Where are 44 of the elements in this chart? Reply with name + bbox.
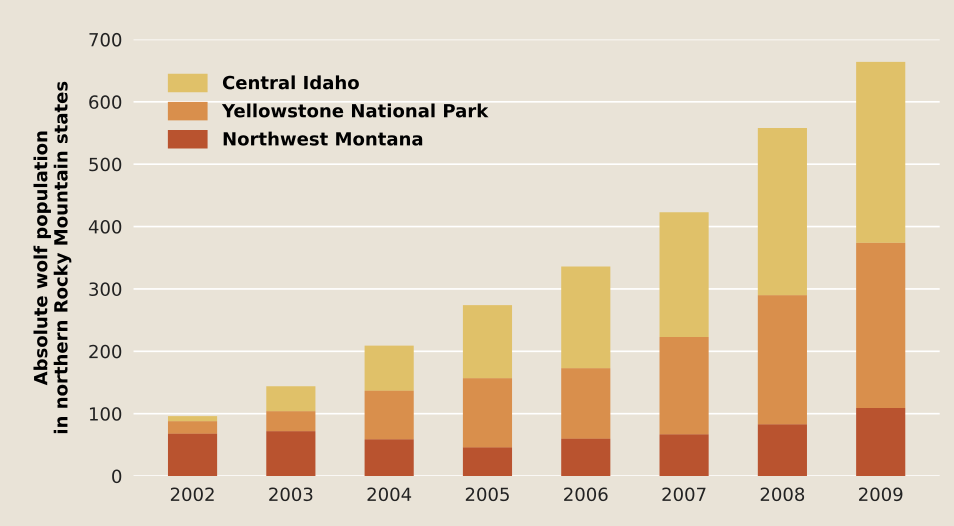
bar [266, 431, 316, 476]
bar [660, 212, 709, 337]
x-tick-label: 2006 [564, 487, 608, 502]
bar [168, 434, 218, 476]
bar [561, 368, 610, 439]
y-tick-label: 200 [89, 344, 122, 358]
bar [561, 266, 610, 368]
bar [561, 438, 610, 476]
bar [462, 305, 512, 378]
bar [168, 416, 218, 422]
y-tick-label: 300 [89, 282, 122, 296]
bar [462, 378, 512, 448]
bar [266, 411, 316, 432]
bar [364, 439, 414, 476]
x-tick-label: 2004 [368, 487, 412, 502]
legend-label: Yellowstone National Park [222, 104, 489, 118]
x-tick-label: 2008 [760, 487, 804, 502]
y-axis-title: Absolute wolf population in northern Rocky Mountain states [33, 82, 72, 434]
x-tick-label: 2003 [269, 487, 312, 502]
bar [364, 390, 414, 440]
x-tick-label: 2002 [170, 487, 214, 502]
y-tick-label: 500 [89, 158, 122, 172]
bar [758, 128, 807, 296]
bar [856, 62, 906, 243]
y-tick-label: 700 [89, 32, 122, 47]
bar [266, 386, 316, 412]
y-tick-label: 100 [90, 407, 122, 421]
y-tick-label: 400 [88, 220, 122, 234]
bar [856, 408, 906, 476]
bar [660, 434, 709, 476]
legend-label: Northwest Montana [224, 132, 422, 146]
legend-label: Central Idaho [222, 75, 359, 90]
x-tick-label: 2005 [466, 487, 509, 502]
bar [462, 447, 512, 476]
bar [758, 295, 807, 424]
y-tick-label: 0 [112, 469, 122, 484]
bar [660, 336, 709, 434]
bar [758, 424, 807, 476]
bar [364, 346, 414, 391]
y-tick-label: 600 [89, 95, 122, 109]
x-tick-label: 2009 [859, 487, 902, 502]
x-tick-label: 2007 [662, 487, 706, 502]
bar [168, 421, 218, 434]
bar [856, 242, 906, 408]
